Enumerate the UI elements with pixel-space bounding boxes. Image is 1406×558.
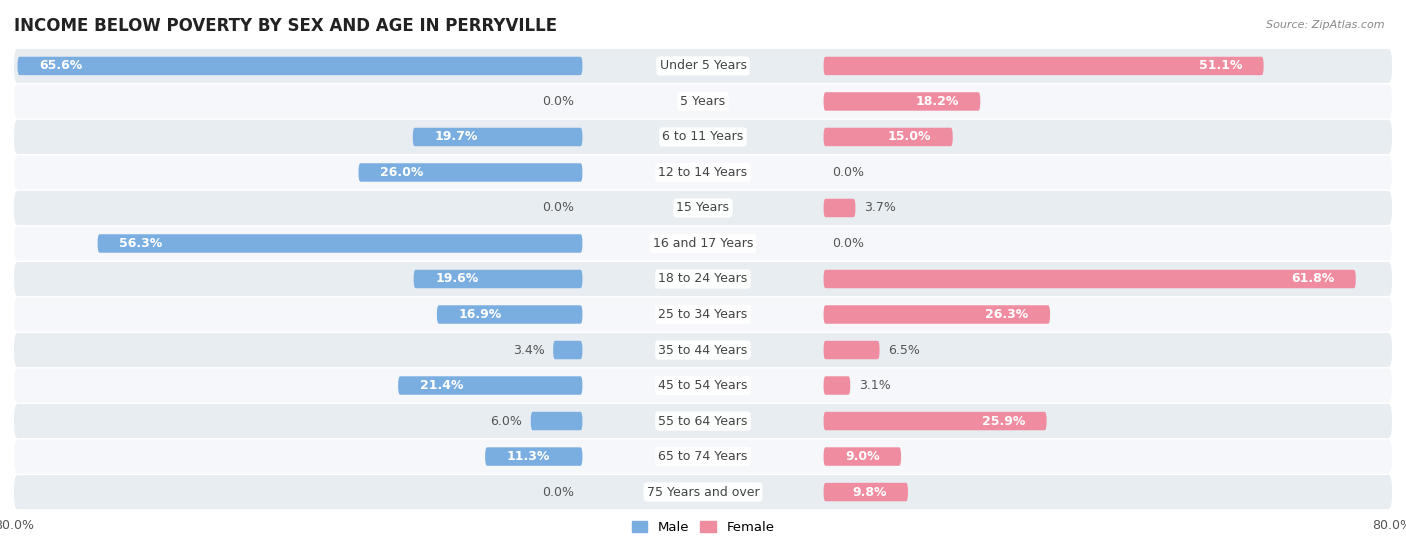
Text: 21.4%: 21.4% bbox=[419, 379, 463, 392]
FancyBboxPatch shape bbox=[824, 341, 880, 359]
Text: 0.0%: 0.0% bbox=[541, 485, 574, 498]
Text: 9.8%: 9.8% bbox=[852, 485, 886, 498]
FancyBboxPatch shape bbox=[14, 262, 1392, 296]
Text: 18.2%: 18.2% bbox=[915, 95, 959, 108]
Text: 25.9%: 25.9% bbox=[981, 415, 1025, 427]
FancyBboxPatch shape bbox=[824, 305, 1050, 324]
FancyBboxPatch shape bbox=[97, 234, 582, 253]
FancyBboxPatch shape bbox=[437, 305, 582, 324]
FancyBboxPatch shape bbox=[824, 128, 953, 146]
FancyBboxPatch shape bbox=[485, 448, 582, 466]
Text: 3.1%: 3.1% bbox=[859, 379, 890, 392]
FancyBboxPatch shape bbox=[824, 199, 855, 217]
Text: 3.7%: 3.7% bbox=[865, 201, 896, 214]
Text: 56.3%: 56.3% bbox=[120, 237, 162, 250]
Text: 26.3%: 26.3% bbox=[986, 308, 1029, 321]
FancyBboxPatch shape bbox=[824, 448, 901, 466]
FancyBboxPatch shape bbox=[14, 84, 1392, 118]
FancyBboxPatch shape bbox=[413, 128, 582, 146]
Text: 19.7%: 19.7% bbox=[434, 131, 478, 143]
Text: 12 to 14 Years: 12 to 14 Years bbox=[658, 166, 748, 179]
Text: 26.0%: 26.0% bbox=[380, 166, 423, 179]
Text: 0.0%: 0.0% bbox=[541, 95, 574, 108]
Text: 19.6%: 19.6% bbox=[436, 272, 478, 286]
FancyBboxPatch shape bbox=[824, 483, 908, 501]
FancyBboxPatch shape bbox=[553, 341, 582, 359]
Text: 61.8%: 61.8% bbox=[1291, 272, 1334, 286]
Text: 0.0%: 0.0% bbox=[832, 166, 865, 179]
Text: 55 to 64 Years: 55 to 64 Years bbox=[658, 415, 748, 427]
Text: 65.6%: 65.6% bbox=[39, 60, 83, 73]
FancyBboxPatch shape bbox=[824, 57, 1264, 75]
Text: 9.0%: 9.0% bbox=[845, 450, 880, 463]
FancyBboxPatch shape bbox=[398, 376, 582, 395]
FancyBboxPatch shape bbox=[824, 376, 851, 395]
Text: 5 Years: 5 Years bbox=[681, 95, 725, 108]
Text: Source: ZipAtlas.com: Source: ZipAtlas.com bbox=[1267, 20, 1385, 30]
Text: 0.0%: 0.0% bbox=[541, 201, 574, 214]
FancyBboxPatch shape bbox=[824, 270, 1355, 288]
Text: Under 5 Years: Under 5 Years bbox=[659, 60, 747, 73]
Text: 51.1%: 51.1% bbox=[1198, 60, 1241, 73]
Text: 45 to 54 Years: 45 to 54 Years bbox=[658, 379, 748, 392]
Text: 16 and 17 Years: 16 and 17 Years bbox=[652, 237, 754, 250]
FancyBboxPatch shape bbox=[824, 92, 980, 110]
Text: 35 to 44 Years: 35 to 44 Years bbox=[658, 344, 748, 357]
FancyBboxPatch shape bbox=[413, 270, 582, 288]
Text: 6 to 11 Years: 6 to 11 Years bbox=[662, 131, 744, 143]
FancyBboxPatch shape bbox=[14, 404, 1392, 438]
Text: 6.5%: 6.5% bbox=[889, 344, 920, 357]
FancyBboxPatch shape bbox=[531, 412, 582, 430]
FancyBboxPatch shape bbox=[14, 368, 1392, 402]
Text: 15 Years: 15 Years bbox=[676, 201, 730, 214]
Text: INCOME BELOW POVERTY BY SEX AND AGE IN PERRYVILLE: INCOME BELOW POVERTY BY SEX AND AGE IN P… bbox=[14, 17, 557, 35]
Text: 25 to 34 Years: 25 to 34 Years bbox=[658, 308, 748, 321]
FancyBboxPatch shape bbox=[14, 333, 1392, 367]
FancyBboxPatch shape bbox=[14, 120, 1392, 154]
FancyBboxPatch shape bbox=[17, 57, 582, 75]
FancyBboxPatch shape bbox=[359, 163, 582, 182]
FancyBboxPatch shape bbox=[14, 297, 1392, 331]
Text: 6.0%: 6.0% bbox=[491, 415, 522, 427]
Text: 16.9%: 16.9% bbox=[458, 308, 502, 321]
Text: 11.3%: 11.3% bbox=[506, 450, 550, 463]
Text: 3.4%: 3.4% bbox=[513, 344, 544, 357]
Text: 65 to 74 Years: 65 to 74 Years bbox=[658, 450, 748, 463]
Text: 18 to 24 Years: 18 to 24 Years bbox=[658, 272, 748, 286]
FancyBboxPatch shape bbox=[824, 412, 1046, 430]
FancyBboxPatch shape bbox=[14, 156, 1392, 190]
Text: 75 Years and over: 75 Years and over bbox=[647, 485, 759, 498]
Text: 15.0%: 15.0% bbox=[887, 131, 931, 143]
FancyBboxPatch shape bbox=[14, 475, 1392, 509]
Text: 0.0%: 0.0% bbox=[832, 237, 865, 250]
FancyBboxPatch shape bbox=[14, 227, 1392, 261]
FancyBboxPatch shape bbox=[14, 440, 1392, 474]
FancyBboxPatch shape bbox=[14, 191, 1392, 225]
FancyBboxPatch shape bbox=[14, 49, 1392, 83]
Legend: Male, Female: Male, Female bbox=[626, 516, 780, 540]
